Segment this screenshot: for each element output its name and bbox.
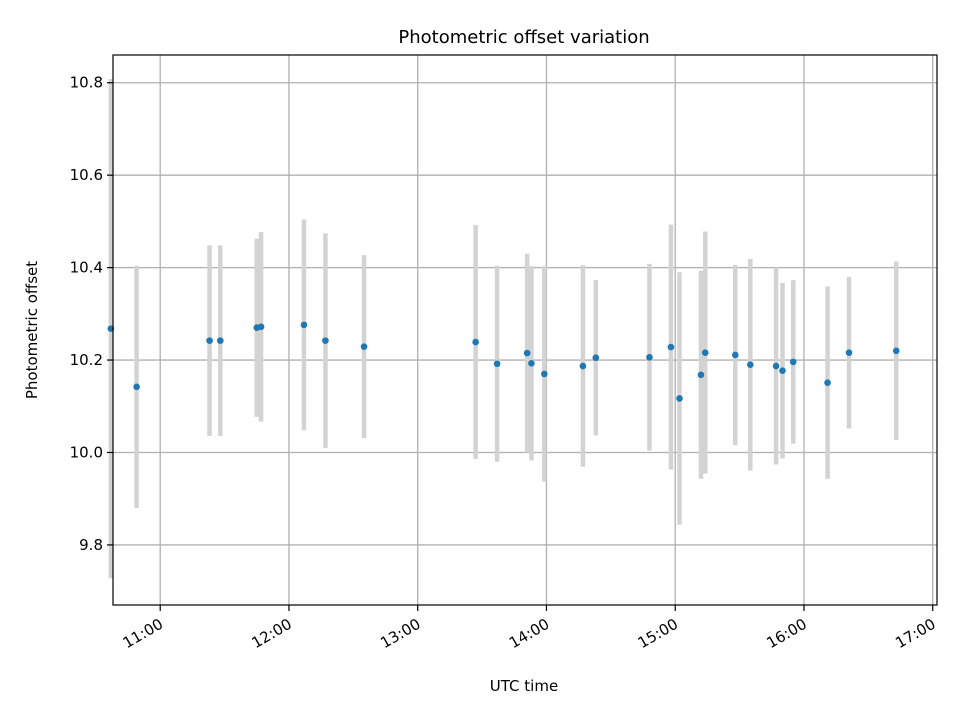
x-tick-label: 16:00: [764, 615, 810, 652]
x-tick-label: 13:00: [377, 615, 423, 652]
data-point: [701, 349, 709, 356]
data-point: [845, 349, 853, 356]
y-tick-label: 10.0: [70, 443, 103, 461]
data-point: [472, 338, 479, 346]
y-axis-label: Photometric offset: [23, 261, 41, 399]
y-axis-ticks: 9.8 10.0 10.2 10.4 10.6 10.8: [70, 74, 113, 554]
data-point: [523, 349, 531, 357]
x-tick-label: 15:00: [635, 615, 681, 652]
x-axis-label: UTC time: [490, 677, 558, 695]
data-point: [824, 379, 831, 386]
chart-title: Photometric offset variation: [398, 27, 649, 48]
y-tick-label: 10.4: [70, 259, 103, 277]
data-point: [257, 323, 265, 331]
data-point: [493, 360, 501, 368]
data-point: [541, 370, 548, 378]
data-point: [360, 343, 368, 350]
plot-frame: [112, 54, 938, 606]
data-point: [592, 354, 600, 362]
x-tick-label: 17:00: [892, 615, 938, 652]
data-point: [772, 362, 780, 370]
data-point: [747, 361, 754, 368]
data-point: [646, 353, 653, 361]
data-point: [133, 383, 140, 391]
data-point: [300, 321, 308, 329]
x-tick-label: 14:00: [506, 615, 552, 652]
y-tick-label: 10.2: [70, 351, 103, 369]
x-tick-label: 11:00: [120, 615, 166, 652]
x-tick-label: 12:00: [249, 615, 295, 652]
data-point: [676, 395, 683, 402]
y-tick-label: 10.6: [70, 166, 103, 184]
y-tick-label: 9.8: [79, 536, 103, 554]
y-tick-label: 10.8: [70, 74, 103, 92]
data-point: [892, 347, 900, 355]
data-point: [206, 337, 213, 344]
errorbar-layer: [108, 79, 899, 579]
point-layer: [107, 321, 900, 402]
x-axis-ticks: 11:00 12:00 13:00 14:00 15:00 16:00 17:00: [120, 605, 939, 652]
data-point: [779, 367, 786, 374]
data-point: [528, 359, 535, 367]
data-point: [667, 343, 675, 351]
data-point: [697, 371, 705, 379]
data-point: [579, 362, 587, 370]
data-point: [789, 358, 797, 366]
data-point: [731, 351, 739, 359]
data-point: [216, 337, 224, 344]
data-point: [322, 337, 329, 344]
